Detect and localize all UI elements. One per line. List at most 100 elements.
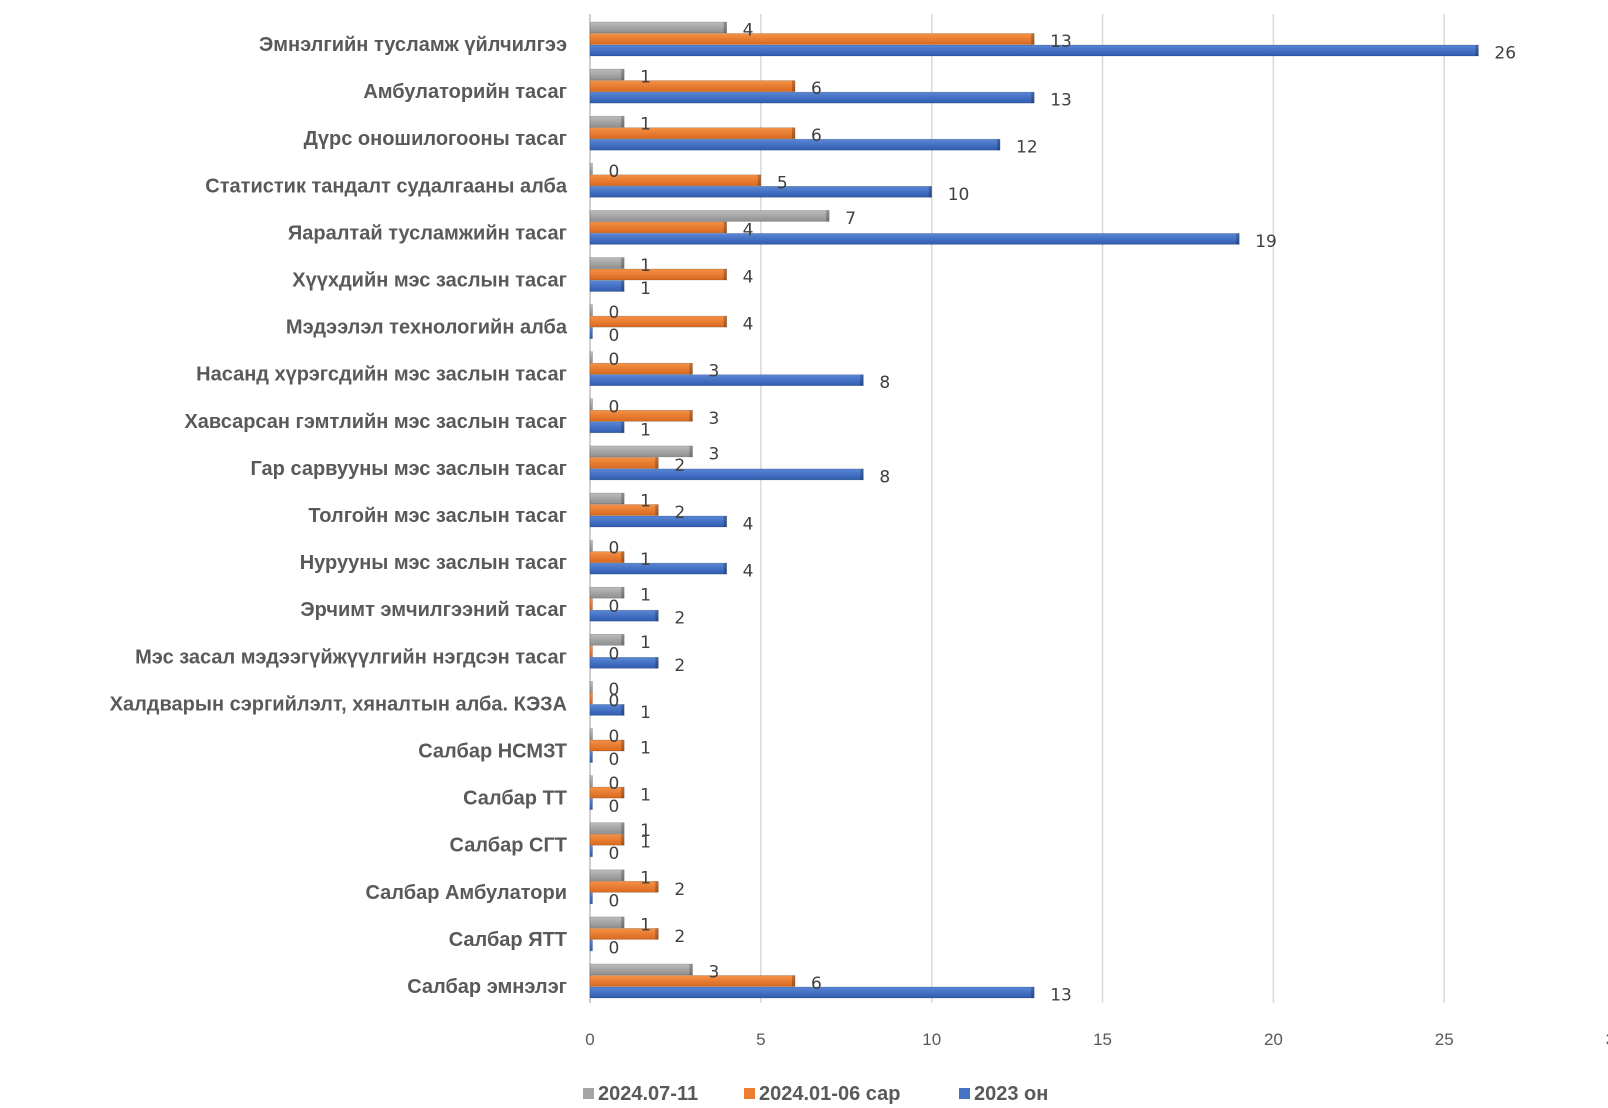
data-label: 2: [674, 656, 685, 676]
bar: [589, 551, 625, 563]
data-label: 4: [743, 315, 754, 335]
bar-cap: [826, 210, 830, 222]
bar: [589, 80, 796, 92]
bar-cap: [723, 316, 727, 328]
data-label: 2: [674, 503, 685, 523]
category-label: Мэс засал мэдээгүйжүүлгийн нэгдсэн тасаг: [135, 646, 567, 668]
bar-cap: [689, 410, 693, 422]
bar: [589, 692, 593, 705]
bar-cap: [792, 975, 796, 987]
data-label: 26: [1494, 44, 1516, 64]
category-label: Салбар ЯТТ: [449, 929, 567, 951]
data-label: 0: [609, 644, 620, 664]
category-label: Статистик тандалт судалгааны алба: [205, 175, 568, 197]
data-label: 4: [743, 220, 754, 240]
category-label: Салбар Амбулатори: [365, 882, 567, 904]
legend-label: 2024.07-11: [598, 1083, 698, 1105]
bar-cap: [621, 421, 625, 433]
bar-cap: [860, 374, 864, 386]
category-label: Салбар эмнэлэг: [407, 976, 567, 998]
bar-cap: [757, 174, 761, 186]
data-label: 0: [609, 750, 620, 770]
bar: [589, 374, 864, 387]
bar: [589, 186, 933, 198]
category-label: Хүүхдийн мэс заслын тасаг: [292, 270, 567, 292]
bar: [589, 833, 625, 846]
data-label: 13: [1050, 986, 1072, 1006]
bar-cap: [723, 221, 727, 233]
bar: [589, 138, 1001, 151]
x-tick-label: 15: [1093, 1030, 1112, 1049]
data-label: 1: [640, 586, 651, 606]
bar-cap: [621, 834, 625, 846]
bar-cap: [621, 916, 625, 928]
data-label: 1: [640, 68, 651, 88]
data-label: 13: [1050, 91, 1072, 111]
bar: [589, 869, 625, 882]
bar-cap: [689, 363, 693, 375]
bar-cap: [655, 928, 659, 940]
bar: [589, 562, 727, 575]
data-label: 0: [609, 303, 620, 323]
category-label: Халдварын сэргийлэлт, хяналтын алба. КЭЗ…: [110, 693, 567, 715]
data-label: 3: [709, 409, 720, 429]
category-label: Толгойн мэс заслын тасаг: [308, 505, 567, 527]
bar-cap: [1031, 987, 1035, 998]
bar: [589, 174, 762, 187]
category-label: Салбар ТТ: [463, 788, 567, 810]
bar: [589, 492, 625, 505]
legend: 2024.07-11 2024.01-06 сар 2023 он: [583, 1083, 1048, 1105]
data-label: 8: [879, 467, 890, 487]
category-label: Эрчимт эмчилгээний тасаг: [300, 599, 567, 621]
bar: [589, 598, 593, 611]
bar: [589, 163, 593, 175]
data-label: 1: [640, 115, 651, 135]
data-label: 1: [640, 915, 651, 935]
data-label: 10: [948, 185, 970, 205]
data-label: 5: [777, 173, 788, 193]
data-label: 6: [811, 79, 822, 99]
legend-swatch: [744, 1088, 755, 1099]
data-label: 1: [640, 633, 651, 653]
data-label: 1: [640, 256, 651, 276]
x-tick-label: 25: [1435, 1030, 1454, 1049]
data-label: 19: [1255, 232, 1277, 252]
category-label: Гар сарвууны мэс заслын тасаг: [250, 458, 567, 480]
category-label: Салбар НСМЗТ: [418, 741, 567, 763]
bar: [589, 892, 593, 905]
bar: [589, 280, 625, 292]
bar: [589, 798, 593, 810]
data-label: 4: [743, 21, 754, 41]
data-label: 2: [674, 927, 685, 947]
legend-swatch: [583, 1088, 594, 1099]
category-label: Амбулаторийн тасаг: [363, 81, 567, 103]
data-label: 4: [743, 268, 754, 288]
bar-cap: [689, 445, 693, 457]
bar-cap: [792, 80, 796, 92]
bar: [589, 916, 625, 929]
bar: [589, 845, 593, 858]
bar-cap: [655, 504, 659, 516]
bar: [589, 468, 864, 481]
data-label: 1: [640, 492, 651, 512]
x-tick-label: 10: [922, 1030, 941, 1049]
bar-cap: [997, 139, 1001, 151]
x-axis-ticks: 0 5 10 15 20 25 30: [585, 1030, 1608, 1049]
bar-cap: [621, 822, 625, 834]
category-label: Яаралтай тусламжийн тасаг: [288, 222, 567, 244]
bar-cap: [655, 457, 659, 469]
data-label: 0: [609, 797, 620, 817]
bar-cap: [723, 22, 727, 33]
bar: [589, 68, 625, 81]
data-label: 1: [640, 420, 651, 440]
bar-cap: [655, 610, 659, 622]
bar: [589, 539, 593, 552]
bar-cap: [1236, 233, 1240, 245]
bar: [589, 210, 830, 222]
bar: [589, 127, 796, 139]
bar: [589, 233, 1240, 245]
bar: [589, 351, 593, 364]
data-label: 2: [674, 456, 685, 476]
bar: [589, 786, 625, 799]
